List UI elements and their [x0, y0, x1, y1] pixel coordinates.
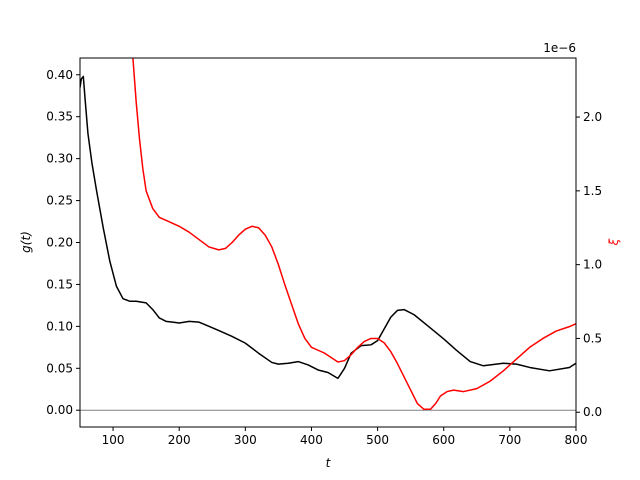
y-right-tick-label: 0.0: [583, 405, 602, 419]
y-axis-label-left: g(t): [19, 231, 33, 253]
x-tick-label: 300: [234, 433, 257, 447]
x-tick-label: 700: [498, 433, 521, 447]
y-left-tick-label: 0.30: [46, 152, 73, 166]
x-tick-label: 100: [102, 433, 125, 447]
series-line-right: [132, 58, 576, 411]
y-right-tick-label: 0.5: [583, 331, 602, 345]
y-left-tick-label: 0.10: [46, 319, 73, 333]
y-left-tick-label: 0.25: [46, 194, 73, 208]
y-left-tick-label: 0.20: [46, 236, 73, 250]
x-tick-label: 500: [366, 433, 389, 447]
y-left-tick-label: 0.00: [46, 403, 73, 417]
y-right-tick-label: 1.0: [583, 258, 602, 272]
right-axis-ticks: 0.0 0.5 1.0 1.5 2.0: [576, 110, 602, 419]
x-tick-label: 800: [565, 433, 588, 447]
right-axis-offset-text: 1e−6: [543, 41, 576, 55]
x-axis-label: t: [326, 456, 332, 470]
y-right-tick-label: 1.5: [583, 184, 602, 198]
y-left-tick-label: 0.40: [46, 68, 73, 82]
y-left-tick-label: 0.05: [46, 361, 73, 375]
series-line-left: [80, 75, 576, 380]
x-tick-label: 400: [300, 433, 323, 447]
x-tick-label: 200: [168, 433, 191, 447]
y-axis-label-right: ξ: [607, 238, 621, 246]
y-right-tick-label: 2.0: [583, 110, 602, 124]
bottom-axis-ticks: 100 200 300 400 500 600 700 800: [102, 427, 588, 447]
left-axis-ticks: 0.00 0.05 0.10 0.15 0.20 0.25 0.30 0.35 0.40: [46, 68, 80, 417]
y-left-tick-label: 0.15: [46, 277, 73, 291]
x-tick-label: 600: [432, 433, 455, 447]
y-left-tick-label: 0.35: [46, 110, 73, 124]
